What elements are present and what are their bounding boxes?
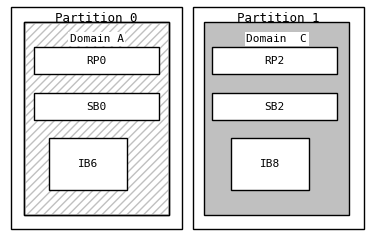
Bar — [24, 22, 169, 215]
Bar — [34, 47, 159, 74]
Text: Partition 0: Partition 0 — [56, 12, 138, 25]
Bar — [212, 47, 338, 74]
Bar — [24, 22, 169, 215]
Bar — [231, 138, 309, 190]
Bar — [11, 7, 182, 229]
Bar — [49, 138, 128, 190]
Text: SB0: SB0 — [86, 102, 106, 112]
Text: RP2: RP2 — [265, 56, 285, 66]
Text: RP0: RP0 — [86, 56, 106, 66]
Text: Domain  C: Domain C — [246, 34, 307, 44]
Text: SB2: SB2 — [265, 102, 285, 112]
Text: Partition 1: Partition 1 — [237, 12, 320, 25]
Bar — [212, 93, 338, 120]
Text: IB6: IB6 — [78, 159, 98, 169]
Bar — [34, 93, 159, 120]
Bar — [204, 22, 349, 215]
Text: IB8: IB8 — [260, 159, 280, 169]
Bar — [193, 7, 364, 229]
Text: Domain A: Domain A — [70, 34, 124, 44]
Bar — [24, 22, 169, 215]
